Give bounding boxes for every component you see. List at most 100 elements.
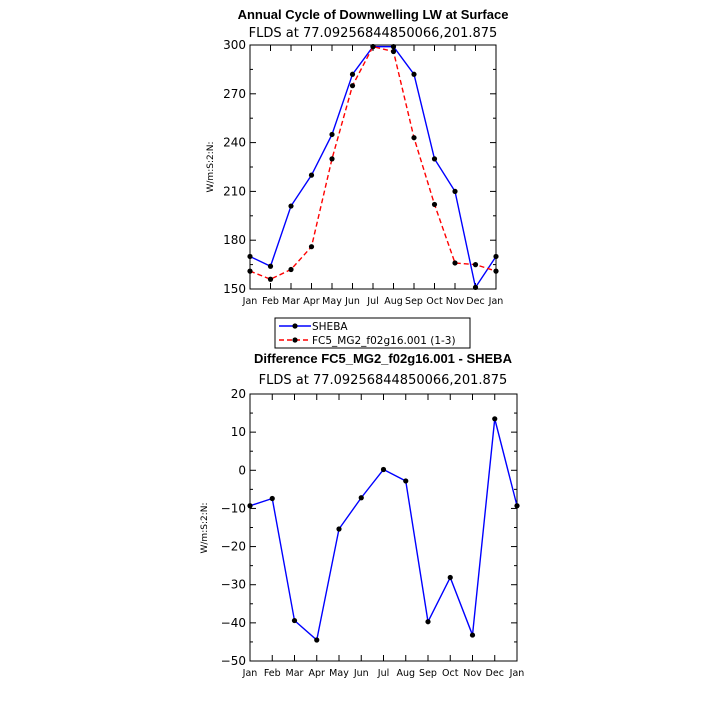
x-tick-label: Apr	[303, 296, 320, 307]
data-point	[329, 131, 335, 138]
data-point	[370, 44, 376, 50]
data-point	[493, 253, 499, 260]
data-point	[269, 495, 275, 502]
series-line-sheba	[249, 45, 497, 290]
plot-frame	[249, 44, 497, 290]
y-tick-label: 0	[238, 463, 246, 477]
x-tick-label: Oct	[426, 296, 443, 307]
y-tick-label: −30	[221, 578, 246, 592]
x-tick-label: Oct	[442, 668, 459, 679]
data-point	[492, 416, 498, 422]
y-tick-label: −20	[221, 540, 246, 554]
top-y-axis-label: W/m:S:2:N:	[206, 142, 216, 193]
data-point	[493, 268, 499, 274]
data-point	[380, 466, 387, 473]
data-point	[288, 266, 294, 273]
x-tick-label: Mar	[286, 668, 304, 679]
y-tick-label: 10	[231, 425, 246, 439]
data-point	[358, 495, 364, 501]
data-point	[267, 263, 274, 269]
x-tick-label: Aug	[396, 668, 415, 679]
data-point	[514, 503, 520, 509]
x-tick-label: May	[329, 668, 349, 679]
data-point	[247, 253, 253, 260]
x-tick-label: Jan	[488, 296, 504, 307]
x-tick-label: Sep	[419, 668, 437, 679]
top-panel: Annual Cycle of Downwelling LW at Surfac…	[206, 7, 509, 349]
x-tick-label: Jun	[353, 668, 369, 679]
data-point	[291, 617, 298, 624]
top-chart-subtitle: FLDS at 77.09256844850066,201.875	[249, 26, 498, 41]
bottom-plot-area: Jan Feb Mar Apr May Jun Jul Aug Sep Oct Nov Dec Jan−…	[221, 387, 525, 679]
x-tick-label: Dec	[466, 296, 484, 307]
x-tick-label: Jan	[242, 296, 258, 307]
data-point	[314, 637, 320, 643]
y-tick-label: 20	[231, 387, 246, 401]
bottom-y-axis-label: W/m:S:2:N:	[200, 503, 210, 554]
x-tick-label: Jul	[377, 668, 389, 679]
top-plot-area: Jan Feb Mar Apr May Jun Jul Aug Sep Oct Nov Dec Jan1…	[223, 38, 503, 307]
y-tick-label: −40	[221, 616, 246, 630]
y-tick-label: 270	[223, 87, 246, 101]
data-point	[431, 201, 438, 208]
x-tick-label: Jun	[344, 296, 360, 307]
data-point	[329, 156, 335, 162]
data-point	[411, 135, 417, 141]
bottom-chart-title: Difference FC5_MG2_f02g16.001 - SHEBA	[254, 351, 513, 366]
legend-box	[274, 317, 471, 349]
x-tick-label: Sep	[405, 296, 423, 307]
data-point	[452, 260, 458, 266]
y-tick-label: 240	[223, 136, 246, 150]
y-tick-label: 210	[223, 184, 246, 198]
data-point	[472, 262, 479, 268]
x-tick-label: Apr	[309, 668, 326, 679]
data-point	[349, 71, 356, 77]
x-tick-label: Dec	[486, 668, 504, 679]
x-tick-label: Aug	[384, 296, 403, 307]
x-tick-label: Jan	[242, 668, 258, 679]
data-point	[472, 284, 479, 290]
data-point	[469, 632, 476, 638]
y-tick-label: 150	[223, 282, 246, 296]
y-tick-label: −10	[221, 501, 246, 515]
data-point	[247, 268, 253, 274]
series-line-difference	[249, 418, 518, 642]
top-chart-title: Annual Cycle of Downwelling LW at Surfac…	[238, 7, 509, 22]
data-point	[308, 172, 315, 178]
x-tick-label: Nov	[446, 296, 465, 307]
data-point	[447, 574, 453, 581]
x-tick-label: Jul	[366, 296, 378, 307]
data-point	[336, 526, 342, 532]
data-point	[425, 619, 431, 625]
data-point	[349, 83, 356, 89]
bottom-panel: Difference FC5_MG2_f02g16.001 - SHEBA FL…	[200, 351, 524, 679]
data-point	[431, 156, 438, 162]
legend-model-label: FC5_MG2_f02g16.001 (1-3)	[312, 335, 456, 347]
data-point	[288, 203, 294, 209]
legend-sheba-marker	[292, 323, 298, 329]
y-tick-label: −50	[221, 654, 246, 668]
x-tick-label: May	[322, 296, 342, 307]
x-tick-label: Feb	[262, 296, 279, 307]
data-point	[247, 503, 253, 509]
x-tick-label: Nov	[463, 668, 482, 679]
bottom-chart-subtitle: FLDS at 77.09256844850066,201.875	[259, 373, 508, 388]
data-point	[267, 276, 274, 282]
y-tick-label: 300	[223, 38, 246, 52]
data-point	[308, 244, 315, 250]
legend-model-marker	[292, 337, 298, 343]
top-legend: SHEBA FC5_MG2_f02g16.001 (1-3)	[274, 317, 471, 349]
data-point	[452, 188, 458, 194]
legend-sheba-label: SHEBA	[312, 321, 348, 333]
x-tick-label: Mar	[282, 296, 300, 307]
x-tick-label: Feb	[264, 668, 281, 679]
series-line-fc5-mg2-f02g16-001-1-3-	[249, 45, 497, 281]
plot-frame	[249, 393, 518, 662]
data-point	[390, 44, 397, 50]
y-tick-label: 180	[223, 233, 246, 247]
data-point	[411, 71, 417, 77]
data-point	[390, 48, 397, 55]
x-tick-label: Jan	[509, 668, 525, 679]
data-point	[403, 478, 409, 484]
